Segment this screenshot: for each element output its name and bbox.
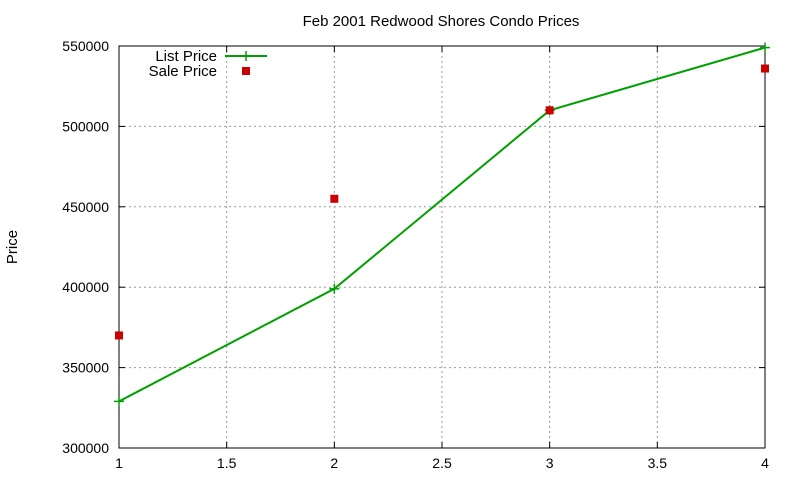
legend-label-list-price: List Price xyxy=(155,48,217,65)
legend-marker-list-price xyxy=(241,51,251,61)
list-price-point xyxy=(760,42,770,53)
x-tick-label: 3.5 xyxy=(648,455,668,471)
y-tick-label: 550000 xyxy=(62,38,109,54)
series-line-list-price xyxy=(118,46,766,403)
y-tick-label: 350000 xyxy=(62,360,109,376)
sale-price-point xyxy=(761,64,769,73)
y-tick-label: 400000 xyxy=(62,279,109,295)
x-tick-label: 4 xyxy=(761,455,769,471)
x-tick-label: 1 xyxy=(115,455,123,471)
x-tick-label: 1.5 xyxy=(217,455,237,471)
grid-layer xyxy=(119,46,765,448)
chart-title: Feb 2001 Redwood Shores Condo Prices xyxy=(303,13,580,30)
legend-marker-sale-price xyxy=(242,67,250,75)
legend: List Price Sale Price xyxy=(149,48,267,80)
legend-label-sale-price: Sale Price xyxy=(149,63,217,80)
y-tick-label: 300000 xyxy=(62,440,109,456)
x-tick-label: 2 xyxy=(330,455,338,471)
y-tick-label: 500000 xyxy=(62,118,109,134)
sale-price-point xyxy=(330,194,339,203)
sale-price-point xyxy=(545,106,554,115)
x-tick-label: 2.5 xyxy=(432,455,452,471)
list-price-point xyxy=(329,283,340,294)
series-layer xyxy=(114,42,770,407)
ticks-layer: 1 1.5 2 2.5 3 3.5 4 300000 350000 400000 450000 500… xyxy=(62,38,769,471)
y-axis-title: Price xyxy=(4,230,21,264)
y-tick-label: 450000 xyxy=(62,199,109,215)
x-tick-label: 3 xyxy=(546,455,554,471)
sale-price-point xyxy=(115,331,123,340)
list-price-point xyxy=(114,396,124,407)
